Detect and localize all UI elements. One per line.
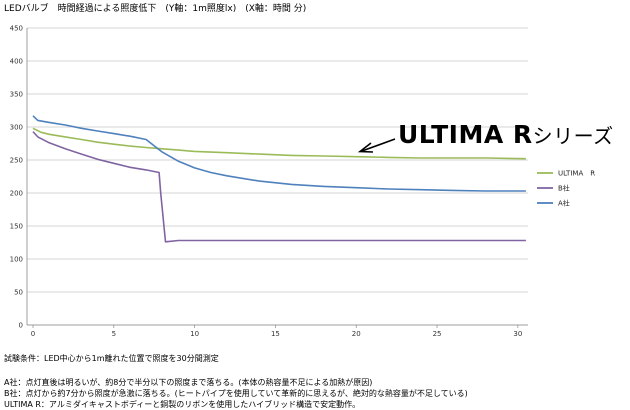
legend-label-1: B社 (558, 184, 570, 193)
y-tick-label: 100 (10, 256, 23, 264)
y-tick-label: 400 (10, 58, 23, 66)
x-tick-label: 5 (112, 330, 116, 338)
callout-sub: シリーズ (532, 124, 614, 148)
x-tick-label: 30 (513, 330, 522, 338)
axes: 0 50 100 150 200 250 300 350 400 450 0 5 10 15 20 25 30 (10, 25, 528, 338)
x-tick-label: 15 (271, 330, 280, 338)
note-company-b: B社：点灯から約7分から照度が急激に落ちる。(ヒートパイプを使用していて革新的に… (4, 389, 468, 398)
legend-label-2: A社 (558, 199, 570, 208)
gridlines (27, 27, 528, 326)
series-line-2 (32, 115, 526, 192)
callout-arrow (357, 138, 396, 153)
note-ultima-r: ULTIMA R：アルミダイキャストボディーと銅製のリボンを使用したハイブリッド… (4, 400, 361, 409)
test-condition-note: 試験条件：LED中心から1m離れた位置で照度を30分間測定 (4, 354, 219, 363)
y-tick-label: 0 (19, 322, 23, 330)
series-lines (32, 115, 526, 243)
y-tick-label: 300 (10, 124, 23, 132)
ultima-r-callout: ULTIMA Rシリーズ (398, 120, 614, 149)
y-tick-label: 350 (10, 91, 23, 99)
legend-label-0: ULTIMA R (558, 170, 595, 178)
y-tick-label: 450 (10, 25, 23, 33)
x-tick-label: 20 (352, 330, 361, 338)
x-tick-label: 10 (190, 330, 199, 338)
series-line-0 (32, 127, 526, 160)
chart-title: LEDバルブ 時間経過による照度低下 (Y軸：1m照度lx) (X軸：時間 分) (4, 4, 307, 14)
callout-main: ULTIMA R (398, 120, 533, 149)
y-tick-label: 200 (10, 190, 23, 198)
x-tick-label: 0 (31, 330, 35, 338)
y-tick-label: 50 (14, 289, 23, 297)
x-tick-label: 25 (433, 330, 442, 338)
y-tick-label: 150 (10, 223, 23, 231)
y-tick-label: 250 (10, 157, 23, 165)
note-company-a: A社：点灯直後は明るいが、約8分で半分以下の照度まで落ちる。(本体の熱容量不足に… (4, 378, 373, 387)
series-line-1 (32, 131, 526, 243)
legend: ULTIMA R B社 A社 (537, 170, 595, 208)
